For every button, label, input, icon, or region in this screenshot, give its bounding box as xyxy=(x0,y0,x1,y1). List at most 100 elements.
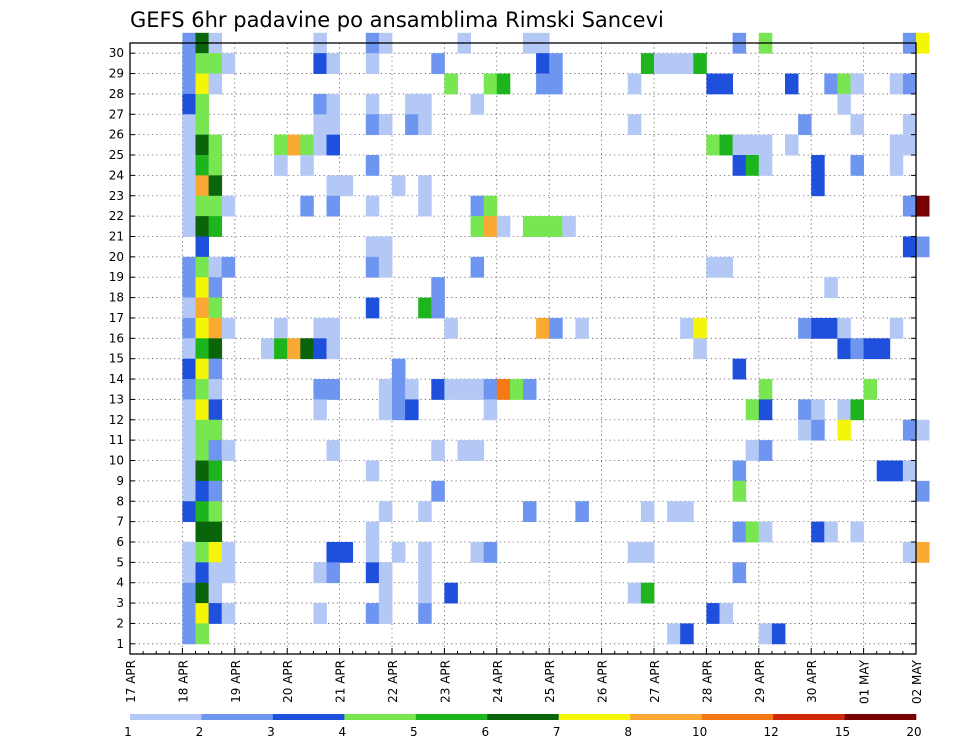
heatmap-cell xyxy=(208,297,223,319)
heatmap-cell xyxy=(549,73,563,95)
heatmap-cell xyxy=(693,317,707,339)
heatmap-cell xyxy=(326,317,340,339)
heatmap-cell xyxy=(300,195,314,217)
heatmap-cell xyxy=(326,53,340,74)
heatmap-cell xyxy=(326,134,340,156)
heatmap-cell xyxy=(902,195,917,217)
heatmap-cell xyxy=(876,460,891,482)
y-tick-label: 15 xyxy=(109,352,124,366)
heatmap-cell xyxy=(195,379,209,400)
heatmap-cell xyxy=(208,53,223,74)
heatmap-cell xyxy=(444,317,458,339)
heatmap-cell xyxy=(431,297,445,319)
y-tick-label: 20 xyxy=(109,250,124,264)
heatmap-cell xyxy=(182,603,196,624)
heatmap-cell xyxy=(378,379,393,400)
heatmap-cell xyxy=(850,521,864,543)
heatmap-cell xyxy=(326,338,340,360)
heatmap-cell xyxy=(195,480,209,502)
heatmap-cell xyxy=(850,155,864,176)
y-tick-label: 23 xyxy=(109,189,124,203)
heatmap-cell xyxy=(837,399,851,421)
heatmap-cell xyxy=(182,155,196,176)
heatmap-cell xyxy=(837,338,851,360)
heatmap-cell xyxy=(365,53,380,74)
heatmap-cell xyxy=(195,175,209,197)
heatmap-cell xyxy=(182,501,196,523)
heatmap-cell xyxy=(745,521,760,543)
heatmap-cell xyxy=(195,338,209,360)
legend-label: 3 xyxy=(267,725,275,739)
heatmap-cell xyxy=(365,114,380,136)
heatmap-cell xyxy=(418,562,432,584)
heatmap-cell xyxy=(326,195,340,217)
x-tick-label: 29 APR xyxy=(753,660,767,703)
heatmap-cell xyxy=(392,358,406,380)
heatmap-cell xyxy=(916,419,930,441)
heatmap-cell xyxy=(378,399,393,421)
legend-label: 5 xyxy=(410,725,418,739)
legend-swatch xyxy=(130,714,202,720)
heatmap-cell xyxy=(182,582,196,604)
heatmap-cell xyxy=(509,379,524,400)
legend-label: 6 xyxy=(481,725,489,739)
heatmap-cell xyxy=(208,603,223,624)
heatmap-cell xyxy=(549,53,563,74)
heatmap-cell xyxy=(182,338,196,360)
heatmap-cell xyxy=(261,338,275,360)
y-tick-label: 8 xyxy=(116,494,124,508)
heatmap-cell xyxy=(326,114,340,136)
heatmap-cell xyxy=(902,236,917,258)
heatmap-cell xyxy=(627,73,642,95)
chart-title: GEFS 6hr padavine po ansamblima Rimski S… xyxy=(130,8,664,32)
x-tick-label: 19 APR xyxy=(229,660,243,703)
heatmap-cell xyxy=(627,582,642,604)
heatmap-cell xyxy=(916,541,930,563)
heatmap-cell xyxy=(208,216,223,237)
heatmap-cell xyxy=(902,460,917,482)
heatmap-cell xyxy=(496,216,511,237)
heatmap-cell xyxy=(182,379,196,400)
heatmap-cell xyxy=(313,603,327,624)
heatmap-cell xyxy=(274,155,288,176)
heatmap-cell xyxy=(850,399,864,421)
heatmap-cell xyxy=(719,73,733,95)
heatmap-cell xyxy=(195,501,209,523)
heatmap-cell xyxy=(549,216,563,237)
heatmap-cell xyxy=(392,399,406,421)
heatmap-cell xyxy=(902,73,917,95)
heatmap-cell xyxy=(483,216,498,237)
heatmap-cell xyxy=(706,603,720,624)
heatmap-cell xyxy=(575,501,589,523)
y-tick-label: 6 xyxy=(116,535,124,549)
heatmap-cell xyxy=(444,582,458,604)
y-tick-label: 21 xyxy=(109,229,124,243)
heatmap-cell xyxy=(758,623,773,645)
heatmap-cell xyxy=(365,297,380,319)
heatmap-cell xyxy=(562,216,576,237)
heatmap-cell xyxy=(470,93,485,115)
heatmap-cell xyxy=(732,562,747,584)
heatmap-cell xyxy=(208,256,223,278)
heatmap-cell xyxy=(470,379,485,400)
heatmap-cell xyxy=(378,603,393,624)
heatmap-cell xyxy=(326,562,340,584)
heatmap-cell xyxy=(195,256,209,278)
heatmap-cell xyxy=(745,155,760,176)
heatmap-cell xyxy=(811,317,825,339)
heatmap-cell xyxy=(431,440,445,461)
legend-swatch xyxy=(630,714,702,720)
heatmap-cell xyxy=(208,358,223,380)
heatmap-cell xyxy=(221,317,236,339)
heatmap-cell xyxy=(182,399,196,421)
legend-label: 2 xyxy=(196,725,204,739)
y-tick-label: 1 xyxy=(116,637,124,651)
heatmap-cell xyxy=(745,399,760,421)
heatmap-cell xyxy=(431,379,445,400)
heatmap-cell xyxy=(313,134,327,156)
heatmap-cell xyxy=(483,195,498,217)
heatmap-cell xyxy=(902,134,917,156)
heatmap-cell xyxy=(392,175,406,197)
heatmap-cell xyxy=(182,480,196,502)
